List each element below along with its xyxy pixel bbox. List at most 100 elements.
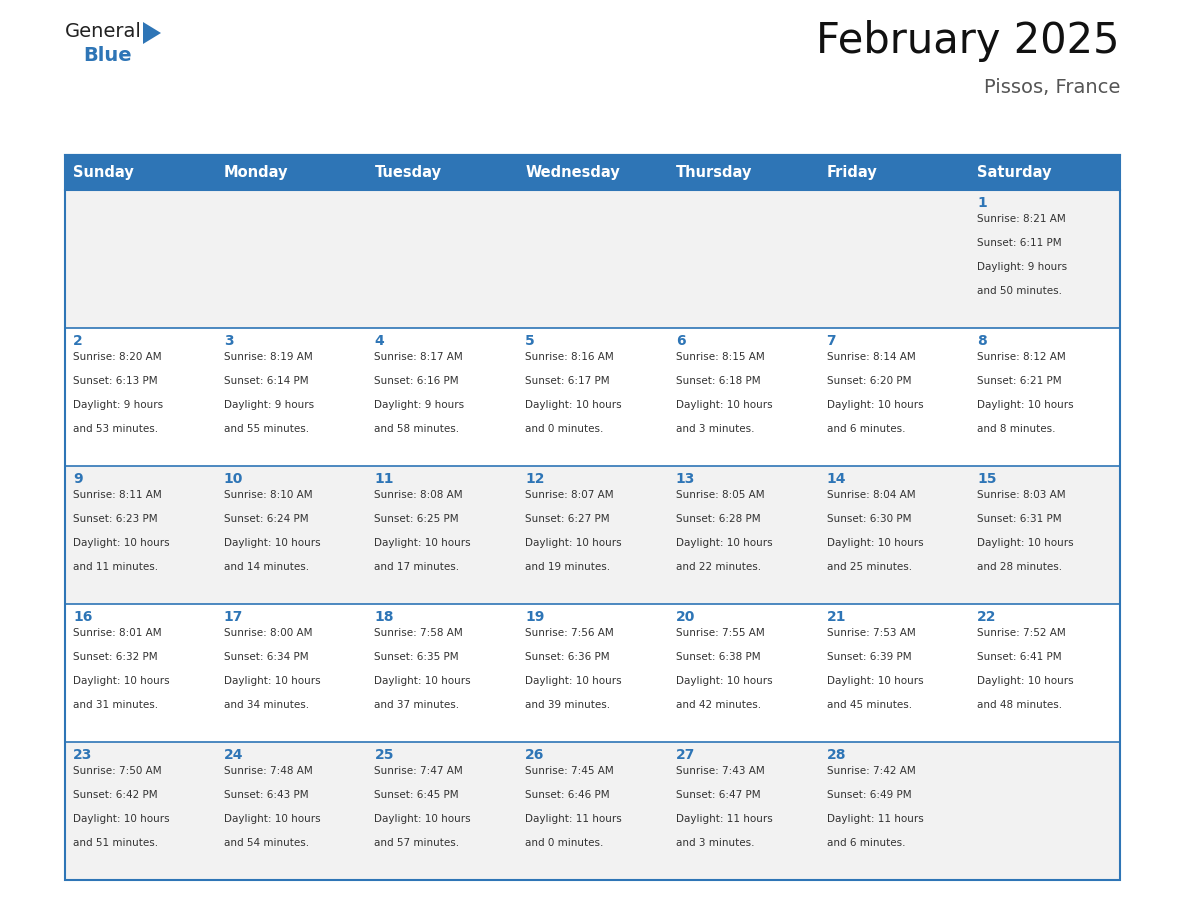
Text: 7: 7 [827, 334, 836, 348]
Text: 1: 1 [978, 196, 987, 210]
Text: Daylight: 10 hours: Daylight: 10 hours [374, 677, 472, 687]
Text: Sunrise: 8:01 AM: Sunrise: 8:01 AM [72, 628, 162, 638]
Text: Daylight: 10 hours: Daylight: 10 hours [827, 400, 923, 410]
Text: and 19 minutes.: and 19 minutes. [525, 563, 611, 573]
Text: 20: 20 [676, 610, 695, 624]
Text: Sunrise: 8:00 AM: Sunrise: 8:00 AM [223, 628, 312, 638]
Text: and 57 minutes.: and 57 minutes. [374, 838, 460, 848]
Text: Daylight: 10 hours: Daylight: 10 hours [525, 538, 621, 548]
Text: Sunset: 6:17 PM: Sunset: 6:17 PM [525, 376, 609, 386]
Text: Daylight: 11 hours: Daylight: 11 hours [827, 814, 923, 824]
Text: Sunset: 6:16 PM: Sunset: 6:16 PM [374, 376, 459, 386]
Text: 11: 11 [374, 472, 394, 486]
Text: 24: 24 [223, 748, 244, 762]
Text: Daylight: 10 hours: Daylight: 10 hours [72, 677, 170, 687]
Text: 23: 23 [72, 748, 93, 762]
Text: Sunrise: 7:53 AM: Sunrise: 7:53 AM [827, 628, 915, 638]
Text: Sunset: 6:27 PM: Sunset: 6:27 PM [525, 514, 609, 524]
Text: Daylight: 10 hours: Daylight: 10 hours [827, 677, 923, 687]
Text: Sunrise: 8:20 AM: Sunrise: 8:20 AM [72, 352, 162, 362]
Text: and 6 minutes.: and 6 minutes. [827, 424, 905, 434]
Text: Sunrise: 7:45 AM: Sunrise: 7:45 AM [525, 766, 614, 776]
Text: 8: 8 [978, 334, 987, 348]
Text: Daylight: 10 hours: Daylight: 10 hours [978, 677, 1074, 687]
Text: 25: 25 [374, 748, 394, 762]
Text: Daylight: 10 hours: Daylight: 10 hours [676, 538, 772, 548]
Text: 27: 27 [676, 748, 695, 762]
Text: 2: 2 [72, 334, 83, 348]
Text: Sunday: Sunday [72, 165, 134, 180]
Text: Sunset: 6:30 PM: Sunset: 6:30 PM [827, 514, 911, 524]
Text: and 28 minutes.: and 28 minutes. [978, 563, 1062, 573]
Text: Daylight: 10 hours: Daylight: 10 hours [223, 677, 321, 687]
Text: Sunrise: 7:43 AM: Sunrise: 7:43 AM [676, 766, 765, 776]
Text: 12: 12 [525, 472, 544, 486]
Text: and 11 minutes.: and 11 minutes. [72, 563, 158, 573]
Text: Sunrise: 8:11 AM: Sunrise: 8:11 AM [72, 490, 162, 500]
Text: Daylight: 10 hours: Daylight: 10 hours [72, 538, 170, 548]
Text: Sunrise: 8:15 AM: Sunrise: 8:15 AM [676, 352, 765, 362]
Text: and 0 minutes.: and 0 minutes. [525, 838, 604, 848]
Text: and 37 minutes.: and 37 minutes. [374, 700, 460, 711]
Text: 28: 28 [827, 748, 846, 762]
Text: and 50 minutes.: and 50 minutes. [978, 286, 1062, 297]
Text: Sunset: 6:41 PM: Sunset: 6:41 PM [978, 652, 1062, 662]
Text: Daylight: 10 hours: Daylight: 10 hours [978, 400, 1074, 410]
Text: and 51 minutes.: and 51 minutes. [72, 838, 158, 848]
Text: and 3 minutes.: and 3 minutes. [676, 424, 754, 434]
Text: Monday: Monday [223, 165, 289, 180]
Text: and 17 minutes.: and 17 minutes. [374, 563, 460, 573]
Text: Daylight: 11 hours: Daylight: 11 hours [525, 814, 621, 824]
Text: Sunrise: 8:21 AM: Sunrise: 8:21 AM [978, 214, 1066, 224]
Text: Sunset: 6:18 PM: Sunset: 6:18 PM [676, 376, 760, 386]
Text: Sunrise: 8:03 AM: Sunrise: 8:03 AM [978, 490, 1066, 500]
Text: and 48 minutes.: and 48 minutes. [978, 700, 1062, 711]
Text: Sunset: 6:25 PM: Sunset: 6:25 PM [374, 514, 459, 524]
Text: and 42 minutes.: and 42 minutes. [676, 700, 762, 711]
Text: Blue: Blue [83, 46, 132, 65]
Text: Sunset: 6:31 PM: Sunset: 6:31 PM [978, 514, 1062, 524]
Text: Daylight: 10 hours: Daylight: 10 hours [525, 400, 621, 410]
Text: 14: 14 [827, 472, 846, 486]
Text: and 22 minutes.: and 22 minutes. [676, 563, 762, 573]
Polygon shape [143, 22, 162, 44]
Text: and 54 minutes.: and 54 minutes. [223, 838, 309, 848]
Text: Daylight: 10 hours: Daylight: 10 hours [374, 538, 472, 548]
Text: 22: 22 [978, 610, 997, 624]
Text: and 31 minutes.: and 31 minutes. [72, 700, 158, 711]
Text: Sunrise: 8:12 AM: Sunrise: 8:12 AM [978, 352, 1066, 362]
Text: Sunset: 6:34 PM: Sunset: 6:34 PM [223, 652, 309, 662]
Text: and 58 minutes.: and 58 minutes. [374, 424, 460, 434]
Bar [65, 742, 1120, 880]
Text: Daylight: 10 hours: Daylight: 10 hours [525, 677, 621, 687]
Bar [65, 604, 1120, 742]
Text: Sunrise: 8:17 AM: Sunrise: 8:17 AM [374, 352, 463, 362]
Text: February 2025: February 2025 [816, 20, 1120, 62]
Text: and 53 minutes.: and 53 minutes. [72, 424, 158, 434]
Text: and 39 minutes.: and 39 minutes. [525, 700, 611, 711]
Text: Sunset: 6:23 PM: Sunset: 6:23 PM [72, 514, 158, 524]
Text: Sunset: 6:49 PM: Sunset: 6:49 PM [827, 790, 911, 800]
Text: and 8 minutes.: and 8 minutes. [978, 424, 1056, 434]
Text: Wednesday: Wednesday [525, 165, 620, 180]
Text: 6: 6 [676, 334, 685, 348]
Text: Sunset: 6:42 PM: Sunset: 6:42 PM [72, 790, 158, 800]
Text: Sunrise: 7:52 AM: Sunrise: 7:52 AM [978, 628, 1066, 638]
Text: Sunset: 6:46 PM: Sunset: 6:46 PM [525, 790, 609, 800]
Text: Sunrise: 7:58 AM: Sunrise: 7:58 AM [374, 628, 463, 638]
Text: Thursday: Thursday [676, 165, 752, 180]
Text: Sunrise: 7:48 AM: Sunrise: 7:48 AM [223, 766, 312, 776]
Text: Daylight: 10 hours: Daylight: 10 hours [223, 538, 321, 548]
Text: Sunset: 6:38 PM: Sunset: 6:38 PM [676, 652, 760, 662]
Text: 3: 3 [223, 334, 233, 348]
Text: Sunrise: 8:08 AM: Sunrise: 8:08 AM [374, 490, 463, 500]
Text: 10: 10 [223, 472, 244, 486]
Text: Sunrise: 8:16 AM: Sunrise: 8:16 AM [525, 352, 614, 362]
Text: Daylight: 9 hours: Daylight: 9 hours [978, 263, 1067, 273]
Text: 9: 9 [72, 472, 83, 486]
Text: 21: 21 [827, 610, 846, 624]
Text: Sunset: 6:39 PM: Sunset: 6:39 PM [827, 652, 911, 662]
Text: Sunset: 6:20 PM: Sunset: 6:20 PM [827, 376, 911, 386]
Text: Sunrise: 8:04 AM: Sunrise: 8:04 AM [827, 490, 915, 500]
Text: Saturday: Saturday [978, 165, 1051, 180]
